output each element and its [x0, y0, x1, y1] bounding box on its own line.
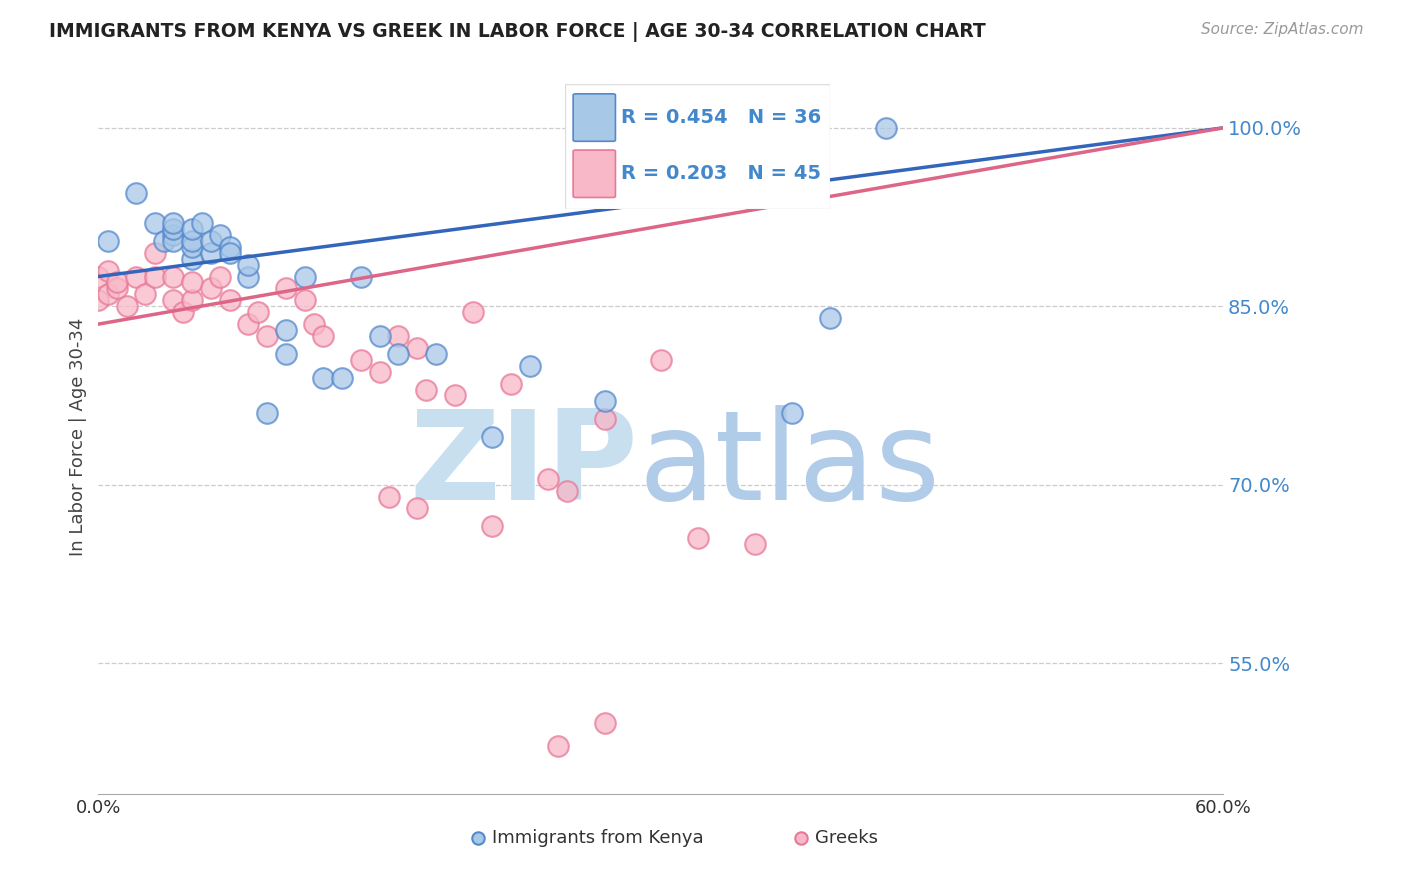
Point [481, 519, 503, 533]
Point [547, 739, 569, 754]
Point [350, 352, 373, 367]
Point [181, 234, 204, 248]
Point [415, 383, 437, 397]
Point [218, 240, 240, 254]
Point [209, 269, 232, 284]
Point [162, 293, 184, 308]
Point [463, 305, 485, 319]
FancyBboxPatch shape [574, 94, 616, 141]
Point [181, 276, 204, 290]
Text: IMMIGRANTS FROM KENYA VS GREEK IN LABOR FORCE | AGE 30-34 CORRELATION CHART: IMMIGRANTS FROM KENYA VS GREEK IN LABOR … [49, 22, 986, 42]
Point [97, 287, 120, 301]
FancyBboxPatch shape [565, 84, 830, 209]
Point [688, 531, 710, 545]
Point [406, 501, 429, 516]
Point [238, 269, 260, 284]
Point [481, 430, 503, 444]
Point [274, 323, 297, 337]
Point [875, 120, 897, 135]
Point [200, 281, 222, 295]
Y-axis label: In Labor Force | Age 30-34: In Labor Force | Age 30-34 [69, 318, 87, 557]
Point [406, 341, 429, 355]
Text: Greeks: Greeks [815, 830, 879, 847]
Point [125, 186, 148, 201]
Point [593, 394, 616, 409]
Point [172, 305, 194, 319]
Point [134, 287, 156, 301]
Point [378, 490, 401, 504]
Point [256, 406, 278, 420]
Point [87, 269, 110, 284]
Point [238, 258, 260, 272]
Point [350, 269, 373, 284]
Point [555, 483, 578, 498]
Point [294, 269, 316, 284]
Point [302, 317, 325, 331]
Point [218, 245, 240, 260]
Point [387, 329, 409, 343]
FancyBboxPatch shape [574, 150, 616, 197]
Point [368, 329, 391, 343]
Point [143, 269, 166, 284]
Point [256, 329, 278, 343]
Text: R = 0.203   N = 45: R = 0.203 N = 45 [620, 164, 821, 183]
Point [387, 347, 409, 361]
Point [153, 234, 176, 248]
Point [162, 222, 184, 236]
Point [650, 352, 672, 367]
Point [125, 269, 148, 284]
Point [162, 216, 184, 230]
Point [593, 412, 616, 426]
Point [467, 831, 489, 846]
Point [238, 317, 260, 331]
Point [790, 831, 813, 846]
Text: R = 0.454   N = 36: R = 0.454 N = 36 [620, 108, 821, 127]
Text: Immigrants from Kenya: Immigrants from Kenya [492, 830, 704, 847]
Text: atlas: atlas [638, 405, 941, 526]
Point [181, 293, 204, 308]
Point [425, 347, 447, 361]
Point [143, 245, 166, 260]
Point [200, 234, 222, 248]
Point [274, 281, 297, 295]
Point [443, 388, 465, 402]
Point [115, 299, 138, 313]
Point [246, 305, 269, 319]
Point [519, 359, 541, 373]
Point [780, 406, 803, 420]
Point [181, 222, 204, 236]
Point [368, 365, 391, 379]
Point [181, 252, 204, 266]
Point [162, 227, 184, 242]
Text: ZIP: ZIP [409, 405, 638, 526]
Point [162, 234, 184, 248]
Point [312, 370, 335, 384]
Point [499, 376, 522, 391]
Point [209, 227, 232, 242]
Point [105, 276, 128, 290]
Point [537, 472, 560, 486]
Point [274, 347, 297, 361]
Point [818, 311, 841, 326]
Point [294, 293, 316, 308]
Point [330, 370, 353, 384]
Point [312, 329, 335, 343]
Point [143, 216, 166, 230]
Point [218, 293, 240, 308]
Point [744, 537, 766, 551]
Point [593, 715, 616, 730]
Point [97, 234, 120, 248]
Text: Source: ZipAtlas.com: Source: ZipAtlas.com [1201, 22, 1364, 37]
Point [162, 269, 184, 284]
Point [200, 245, 222, 260]
Point [87, 293, 110, 308]
Point [181, 240, 204, 254]
Point [190, 216, 212, 230]
Point [105, 281, 128, 295]
Point [97, 263, 120, 277]
